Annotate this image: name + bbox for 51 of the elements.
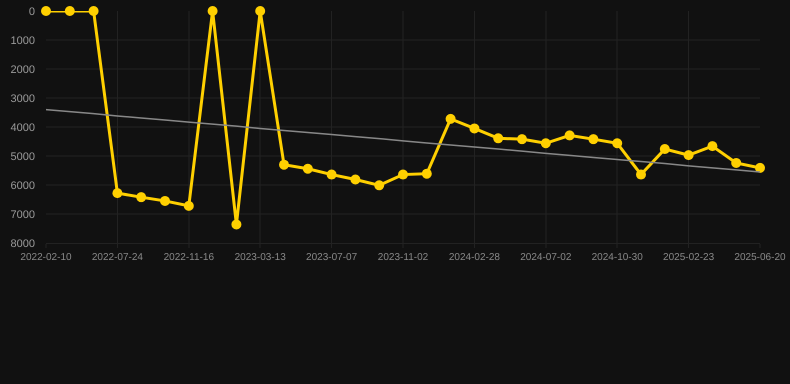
point [231,219,242,230]
x-tick-label: 2024-07-02 [520,252,572,263]
point [160,196,170,206]
y-tick-label: 8000 [10,238,35,250]
point [684,150,694,160]
y-tick-label: 5000 [10,150,35,163]
point [136,192,146,202]
x-tick-label: 2024-02-28 [448,252,500,263]
point [302,164,313,174]
point [64,6,75,16]
point [398,170,408,180]
y-tick-label: 0 [28,6,35,18]
point [755,162,765,173]
point [446,114,456,124]
x-tick-label: 2022-02-10 [20,252,72,263]
point [88,6,99,16]
point [612,138,622,148]
x-tick-label: 2023-03-13 [234,252,286,263]
point [517,134,527,144]
y-tick-label: 7000 [10,208,35,221]
point [636,170,646,180]
y-tick-label: 3000 [10,92,35,105]
y-tick-label: 1000 [10,34,35,47]
point [208,6,218,16]
point [540,138,551,148]
point [469,123,480,134]
x-tick-label: 2024-10-30 [592,252,644,263]
point [184,200,194,211]
point [588,134,598,144]
point [493,133,504,144]
y-tick-label: 4000 [10,122,35,134]
x-tick-label: 2025-02-23 [663,252,715,263]
point [422,168,432,179]
x-tick-label: 2023-11-02 [378,252,429,263]
point [326,170,337,180]
point [374,180,384,190]
y-tick-label: 6000 [10,180,35,192]
x-tick-label: 2022-07-24 [92,252,144,263]
point [255,6,266,16]
point [731,158,742,168]
point [279,160,289,170]
point [660,144,670,154]
x-tick-label: 2025-06-20 [734,252,786,263]
point [350,174,360,184]
point [564,130,575,140]
x-tick-label: 2023-07-07 [306,252,358,263]
point [707,141,718,152]
y-tick-label: 2000 [10,64,35,76]
point [41,6,51,16]
point [112,188,122,198]
x-tick-label: 2022-11-16 [164,252,214,263]
